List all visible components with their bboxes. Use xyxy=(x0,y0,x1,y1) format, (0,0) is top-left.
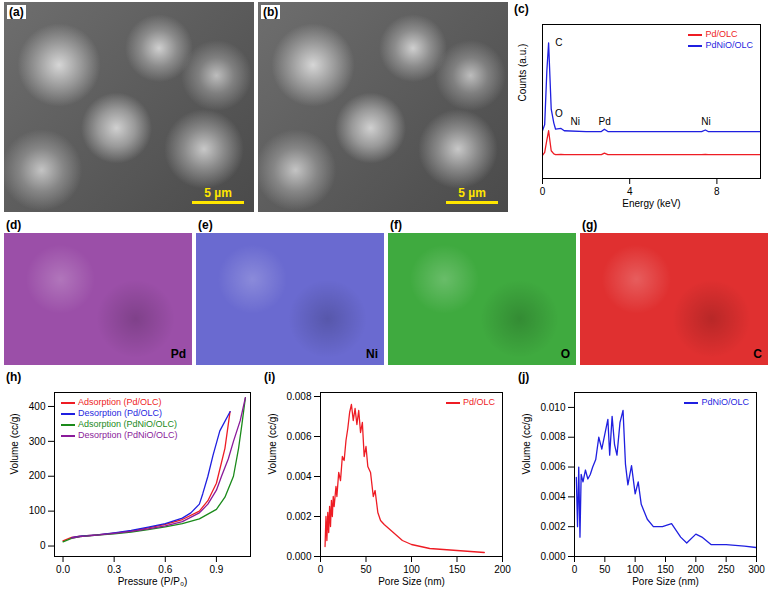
svg-text:0.000: 0.000 xyxy=(286,551,311,562)
html-text:Desorption (Pd/OLC): Desorption (Pd/OLC) xyxy=(78,408,162,418)
html-text:(b): (b) xyxy=(263,5,279,19)
svg-text:150: 150 xyxy=(449,564,466,575)
svg-text:200: 200 xyxy=(494,564,511,575)
svg-text:0.010: 0.010 xyxy=(540,402,565,413)
svg-text:0: 0 xyxy=(572,564,578,575)
svg-text:0: 0 xyxy=(40,540,46,551)
svg-text:0.002: 0.002 xyxy=(286,511,311,522)
svg-text:0.6: 0.6 xyxy=(158,564,172,575)
svg-text:Pressure (P/P₀): Pressure (P/P₀) xyxy=(118,576,188,587)
svg-text:400: 400 xyxy=(29,401,46,412)
html-text:5 µm: 5 µm xyxy=(458,186,486,200)
svg-text:0.3: 0.3 xyxy=(107,564,121,575)
svg-text:0.004: 0.004 xyxy=(286,471,311,482)
svg-text:0: 0 xyxy=(318,564,324,575)
html-text:(g): (g) xyxy=(582,218,598,232)
html-text:(h): (h) xyxy=(6,370,22,384)
html-text:C: C xyxy=(753,347,762,361)
svg-text:50: 50 xyxy=(599,564,611,575)
svg-text:0.008: 0.008 xyxy=(286,391,311,402)
svg-text:300: 300 xyxy=(29,436,46,447)
html-text:PdNiO/OLC: PdNiO/OLC xyxy=(701,397,749,407)
html-text:Ni: Ni xyxy=(366,347,378,361)
svg-text:Ni: Ni xyxy=(570,116,579,127)
svg-text:0: 0 xyxy=(540,186,546,197)
svg-text:0.006: 0.006 xyxy=(286,431,311,442)
svg-text:0.002: 0.002 xyxy=(540,521,565,532)
svg-text:300: 300 xyxy=(748,564,765,575)
svg-text:0.9: 0.9 xyxy=(209,564,223,575)
svg-text:Counts (a.u.): Counts (a.u.) xyxy=(517,44,528,102)
html-text:Pd/OLC: Pd/OLC xyxy=(463,397,495,407)
html-text:(i): (i) xyxy=(264,370,276,384)
html-text:(j): (j) xyxy=(518,370,530,384)
html-text:(c): (c) xyxy=(514,2,529,16)
svg-text:Ni: Ni xyxy=(701,116,710,127)
svg-text:Pore Size (nm): Pore Size (nm) xyxy=(378,576,445,587)
html-text:(e): (e) xyxy=(198,218,213,232)
svg-text:C: C xyxy=(555,37,562,48)
svg-text:200: 200 xyxy=(687,564,704,575)
html-text:(a): (a) xyxy=(9,5,24,19)
svg-text:Volume (cc/g): Volume (cc/g) xyxy=(267,413,278,474)
svg-text:4: 4 xyxy=(627,186,633,197)
svg-text:0.004: 0.004 xyxy=(540,491,565,502)
html-text:O: O xyxy=(560,347,570,361)
html-text:5 µm: 5 µm xyxy=(204,186,232,200)
svg-text:Volume (cc/g): Volume (cc/g) xyxy=(9,413,20,474)
svg-text:0.000: 0.000 xyxy=(540,551,565,562)
svg-text:Energy (keV): Energy (keV) xyxy=(622,198,680,209)
svg-text:50: 50 xyxy=(360,564,372,575)
svg-text:0.008: 0.008 xyxy=(540,431,565,442)
svg-text:0.006: 0.006 xyxy=(540,461,565,472)
svg-text:0.0: 0.0 xyxy=(56,564,70,575)
svg-text:200: 200 xyxy=(29,470,46,481)
svg-text:100: 100 xyxy=(627,564,644,575)
html-text:Adsorption (Pd/OLC): Adsorption (Pd/OLC) xyxy=(78,397,162,407)
svg-text:Volume (cc/g): Volume (cc/g) xyxy=(521,413,532,474)
svg-text:150: 150 xyxy=(657,564,674,575)
svg-text:Pd: Pd xyxy=(599,116,611,127)
svg-text:100: 100 xyxy=(29,505,46,516)
html-text:Desorption (PdNiO/OLC): Desorption (PdNiO/OLC) xyxy=(78,430,178,440)
svg-text:250: 250 xyxy=(718,564,735,575)
html-text:Adsorption (PdNiO/OLC): Adsorption (PdNiO/OLC) xyxy=(78,419,177,429)
svg-text:100: 100 xyxy=(403,564,420,575)
html-text:Pd/OLC: Pd/OLC xyxy=(705,29,738,39)
html-text:PdNiO/OLC: PdNiO/OLC xyxy=(705,40,753,50)
html-text:Pd: Pd xyxy=(170,347,186,361)
html-text:(f): (f) xyxy=(390,218,402,232)
svg-text:Pore Size (nm): Pore Size (nm) xyxy=(632,576,699,587)
svg-text:O: O xyxy=(555,108,563,119)
svg-text:8: 8 xyxy=(714,186,720,197)
html-text:(d): (d) xyxy=(6,218,22,232)
